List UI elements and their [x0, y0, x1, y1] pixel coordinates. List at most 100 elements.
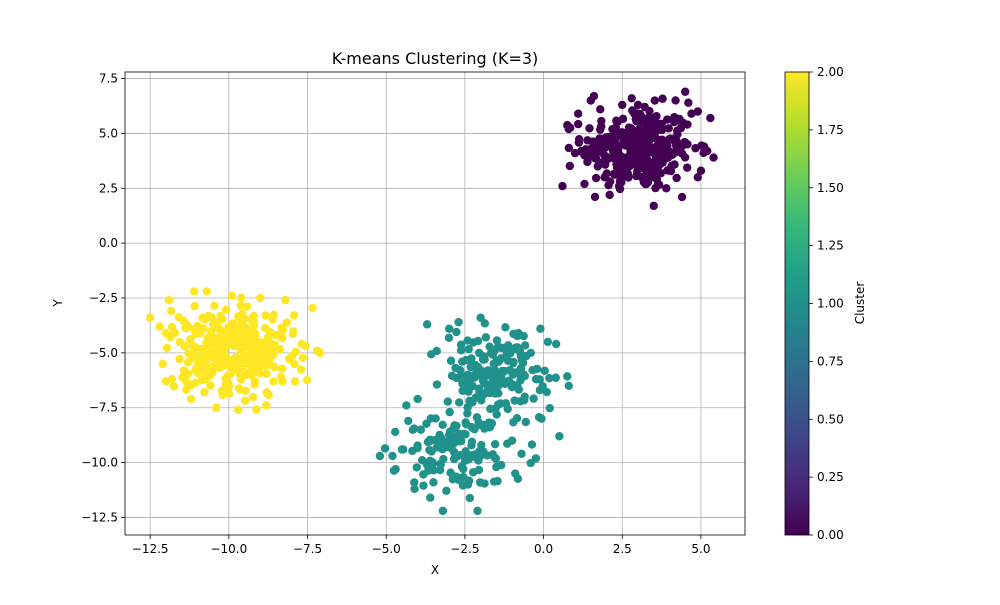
cluster-2-point — [202, 338, 211, 347]
colorbar-tick-label: 1.00 — [817, 297, 844, 311]
cluster-0-point — [615, 184, 625, 194]
cluster-1-point — [404, 416, 413, 426]
y-tick-label: −5.0 — [89, 346, 118, 360]
cluster-2-point — [186, 380, 196, 390]
cluster-0-point — [626, 148, 636, 157]
cluster-2-point — [221, 305, 231, 314]
cluster-1-point — [551, 339, 561, 349]
cluster-2-point — [234, 384, 244, 393]
cluster-2-point — [256, 293, 265, 303]
cluster-2-point — [296, 365, 306, 374]
cluster-1-point — [513, 474, 523, 483]
x-tick-label: −2.5 — [450, 542, 479, 556]
cluster-1-point — [461, 418, 470, 427]
cluster-0-point — [624, 173, 633, 182]
cluster-0-point — [683, 163, 692, 172]
cluster-0-point — [614, 156, 624, 166]
cluster-2-point — [231, 352, 241, 362]
cluster-1-point — [490, 439, 500, 449]
cluster-1-point — [439, 454, 448, 464]
cluster-1-point — [473, 336, 483, 346]
cluster-2-point — [216, 311, 225, 321]
cluster-2-point — [197, 344, 206, 354]
cluster-1-point — [435, 431, 444, 441]
cluster-1-point — [410, 484, 419, 494]
cluster-1-point — [444, 333, 454, 343]
cluster-2-point — [263, 344, 272, 353]
cluster-2-point — [184, 322, 193, 331]
cluster-2-point — [238, 309, 247, 318]
cluster-2-point — [277, 364, 287, 373]
cluster-1-point — [542, 387, 551, 397]
cluster-2-point — [211, 352, 220, 361]
cluster-1-point — [489, 477, 499, 486]
cluster-2-point — [206, 371, 215, 380]
cluster-1-point — [475, 420, 485, 429]
cluster-2-point — [166, 306, 176, 316]
cluster-1-point — [454, 475, 464, 485]
cluster-2-point — [248, 342, 257, 351]
cluster-2-point — [281, 296, 290, 305]
cluster-1-point — [486, 379, 495, 389]
cluster-1-point — [480, 355, 489, 364]
cluster-1-point — [479, 447, 488, 456]
cluster-2-point — [221, 382, 230, 391]
cluster-1-point — [468, 468, 478, 477]
plot-frame — [124, 71, 746, 536]
cluster-2-point — [290, 359, 299, 369]
cluster-1-point — [501, 323, 510, 332]
cluster-2-point — [269, 310, 279, 320]
data-points — [145, 87, 718, 516]
cluster-1-point — [388, 451, 397, 461]
cluster-1-point — [446, 356, 456, 365]
cluster-1-point — [447, 371, 457, 380]
cluster-1-point — [534, 412, 544, 422]
cluster-1-point — [452, 327, 461, 337]
cluster-0-point — [650, 166, 660, 175]
cluster-1-point — [459, 464, 468, 474]
cluster-0-point — [651, 183, 660, 193]
cluster-0-point — [606, 141, 616, 150]
cluster-2-point — [236, 301, 245, 310]
cluster-1-point — [479, 377, 488, 386]
cluster-1-point — [467, 451, 477, 460]
cluster-1-point — [503, 439, 512, 448]
colorbar-tick-label: 0.50 — [817, 412, 844, 426]
cluster-1-point — [464, 344, 473, 354]
cluster-1-point — [497, 354, 506, 363]
cluster-0-point — [642, 135, 651, 144]
cluster-1-point — [493, 400, 503, 409]
cluster-2-point — [256, 338, 265, 348]
cluster-0-point — [602, 169, 612, 178]
cluster-0-point — [623, 155, 633, 165]
cluster-2-point — [202, 287, 212, 296]
cluster-0-point — [681, 87, 690, 96]
cluster-0-point — [570, 148, 580, 158]
x-tick-label: 5.0 — [691, 542, 710, 556]
cluster-0-point — [566, 123, 575, 132]
cluster-1-point — [432, 380, 442, 389]
cluster-1-point — [397, 445, 407, 454]
cluster-2-point — [237, 293, 246, 302]
cluster-1-point — [440, 439, 450, 449]
cluster-1-point — [429, 478, 438, 487]
cluster-1-point — [461, 430, 470, 439]
cluster-1-point — [466, 374, 476, 384]
cluster-0-point — [706, 113, 715, 123]
colorbar-ticks: 0.00 0.25 0.50 0.75 1.00 1.25 1.50 1.75 2.00 — [809, 65, 844, 542]
cluster-2-point — [240, 333, 250, 342]
cluster-2-point — [250, 365, 259, 375]
cluster-1-point — [480, 319, 490, 328]
cluster-2-point — [197, 375, 207, 385]
cluster-2-point — [184, 369, 193, 379]
cluster-1-point — [422, 320, 432, 329]
x-tick-label: 2.5 — [613, 542, 632, 556]
cluster-0-point — [610, 170, 620, 179]
cluster-1-point — [522, 351, 531, 361]
cluster-0-point — [605, 190, 614, 200]
cluster-2-point — [248, 392, 258, 402]
cluster-2-point — [212, 318, 222, 327]
cluster-0-point — [665, 147, 674, 156]
cluster-0-point — [649, 201, 658, 211]
x-tick-label: −5.0 — [372, 542, 401, 556]
